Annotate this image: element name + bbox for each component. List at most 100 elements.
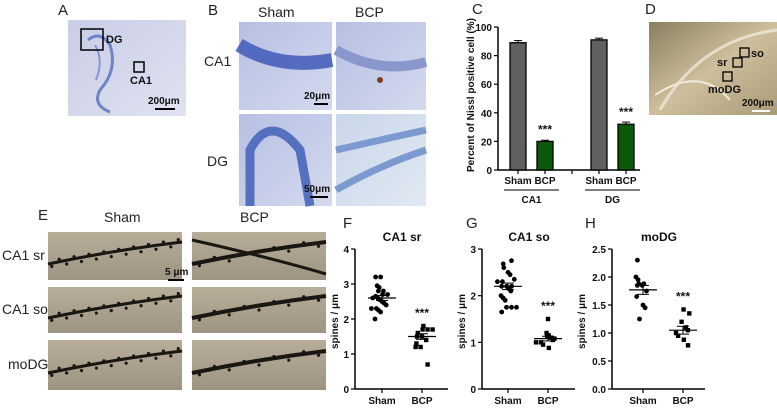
dendritic-spine <box>176 238 180 242</box>
dendritic-spine <box>50 264 54 268</box>
y-tick-label: 0.5 <box>592 357 606 368</box>
data-point-sham <box>642 305 648 311</box>
x-tick-label: BCP <box>534 176 555 187</box>
data-point-bcp <box>544 330 549 336</box>
significance-marker: *** <box>541 299 555 313</box>
data-point-sham <box>635 277 641 283</box>
dendritic-spine <box>139 359 143 363</box>
dendritic-spine <box>139 304 143 308</box>
dendritic-spine <box>287 249 291 253</box>
data-point-sham <box>380 292 385 297</box>
data-point-bcp <box>675 333 681 338</box>
data-point-sham <box>501 265 507 271</box>
dendritic-spine <box>287 358 291 362</box>
dendritic-spine <box>154 356 158 360</box>
dendritic-spine <box>197 318 202 322</box>
panel-label-e: E <box>38 207 48 224</box>
dendritic-spine <box>316 353 321 357</box>
cell-layer <box>245 126 315 207</box>
data-point-bcp <box>533 340 539 345</box>
chart-title: moDG <box>641 230 677 244</box>
dendritic-spine <box>72 255 76 259</box>
data-point-bcp <box>685 343 691 348</box>
data-point-sham <box>499 309 505 315</box>
dendritic-spine <box>176 347 180 351</box>
group-label: DG <box>605 195 620 206</box>
data-point-bcp <box>681 337 687 342</box>
dendritic-spine <box>65 262 69 266</box>
bar-bcp-ca1 <box>536 140 554 171</box>
ca1-label: CA1 <box>130 75 152 87</box>
dendritic-spine <box>50 373 54 377</box>
y-axis-label: spines / μm <box>577 294 588 349</box>
dendritic-spine <box>124 306 128 310</box>
dendritic-spine <box>102 250 106 254</box>
data-point-bcp <box>687 311 692 316</box>
dendritic-spine <box>65 371 69 375</box>
dendritic-spine <box>316 298 321 302</box>
x-tick-label: BCP <box>615 176 636 187</box>
panel-label-d: D <box>645 1 656 18</box>
scale-bar-label: 50μm <box>304 184 330 195</box>
row-label-ca1-so: CA1 so <box>2 301 48 317</box>
panel-label-c: C <box>472 1 483 18</box>
y-axis-label: spines / μm <box>330 294 341 349</box>
data-point-sham <box>372 316 378 322</box>
y-tick-label: 4 <box>343 245 349 256</box>
bar-sham-ca1 <box>509 42 527 171</box>
dentate-tissue <box>94 44 101 81</box>
dendrite-image <box>48 232 182 280</box>
y-tick-label: 2 <box>343 315 349 326</box>
data-point-bcp <box>683 325 688 330</box>
dendritic-spine <box>117 301 121 305</box>
dendritic-spine <box>57 311 61 315</box>
data-point-sham <box>511 276 517 282</box>
dendrite <box>191 294 327 320</box>
dendritic-spine <box>132 354 136 358</box>
data-point-sham <box>378 274 383 280</box>
panel-label-f: F <box>343 215 352 232</box>
dendritic-spine <box>302 350 306 354</box>
dendritic-spine <box>102 304 106 308</box>
dendritic-spine <box>72 309 76 313</box>
panel-label-b: B <box>208 2 218 19</box>
tissue-edge <box>654 80 731 101</box>
data-point-sham <box>373 274 378 280</box>
panel-f-scatter: F CA1 sr spines / μm 0 1 2 3 4 Sham BCP *** <box>330 215 448 407</box>
dendritic-spine <box>79 313 84 318</box>
y-tick-label: 0 <box>470 385 476 396</box>
sr-roi-box <box>732 57 743 68</box>
significance-marker: *** <box>538 122 552 136</box>
y-tick-label: 1.0 <box>592 329 606 340</box>
dendritic-spine <box>272 245 276 250</box>
data-point-bcp <box>421 323 426 329</box>
row-label-modg: moDG <box>8 356 48 372</box>
data-point-sham <box>509 258 514 264</box>
data-point-bcp <box>550 337 556 343</box>
y-axis-label: spines / μm <box>457 294 468 349</box>
y-tick-label: 3 <box>470 245 476 256</box>
data-point-sham <box>495 279 500 285</box>
dendritic-spine <box>169 245 173 249</box>
hippocampus-nissl-image <box>68 20 186 116</box>
data-point-sham <box>509 304 514 310</box>
data-point-bcp <box>414 341 419 346</box>
dendritic-spine <box>316 244 321 248</box>
chart-title: CA1 sr <box>383 230 422 244</box>
bar-bcp-dg <box>617 123 635 171</box>
dendritic-spine <box>146 351 151 356</box>
panel-d: D so sr moDG 200μm <box>645 1 777 115</box>
data-point-sham <box>500 261 506 267</box>
row-label-ca1: CA1 <box>204 53 231 69</box>
tissue-edge <box>658 28 777 111</box>
y-axis-label: Percent of Nissl positive cell (%) <box>466 18 477 172</box>
dendritic-spine <box>72 364 76 368</box>
dendrite-image <box>48 340 182 390</box>
row-label-dg: DG <box>207 153 228 169</box>
x-tick-label: Sham <box>494 396 521 407</box>
dendritic-spine <box>139 250 143 254</box>
y-tick-label: 1 <box>343 350 349 361</box>
so-roi-box <box>739 47 750 58</box>
x-tick-label: Sham <box>504 176 531 187</box>
dendritic-spine <box>227 259 231 263</box>
